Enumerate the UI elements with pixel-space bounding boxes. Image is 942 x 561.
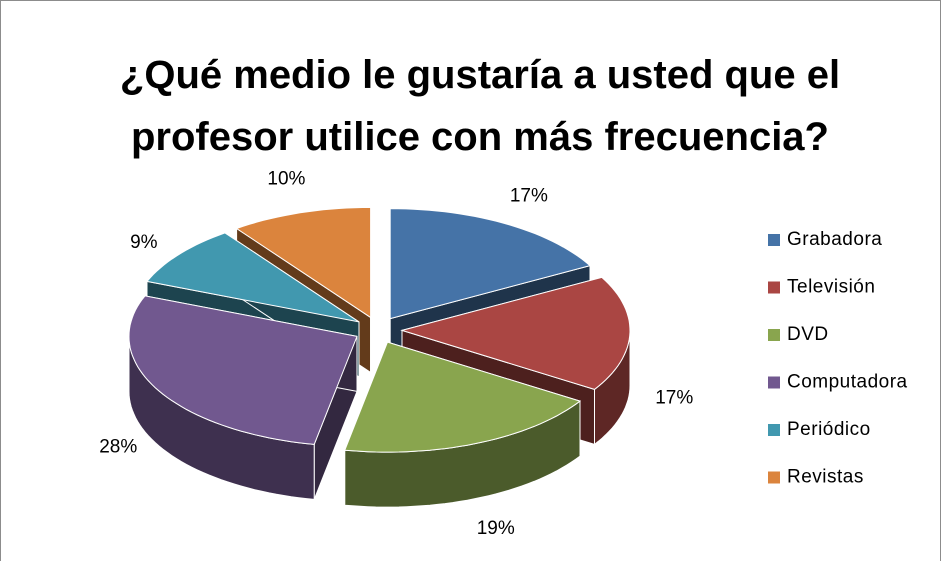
legend-swatch	[768, 376, 780, 389]
legend-swatch	[768, 234, 780, 246]
data-label: 19%	[477, 518, 515, 539]
data-label: 17%	[510, 186, 548, 207]
slice-top	[400, 276, 631, 390]
legend-label: Computadora	[787, 372, 908, 393]
legend-swatch	[768, 329, 780, 341]
slice-top	[235, 206, 372, 319]
legend-label: Grabadora	[787, 229, 882, 250]
data-label: 17%	[655, 387, 693, 408]
pie-slice	[128, 295, 358, 500]
legend-swatch	[768, 471, 780, 484]
legend-label: Periódico	[787, 419, 871, 440]
legend-label: Televisión	[787, 277, 875, 298]
slice-top	[344, 341, 582, 453]
data-label: 28%	[99, 437, 137, 458]
slice-top	[128, 295, 358, 445]
data-label: 9%	[130, 232, 158, 253]
data-label: 10%	[267, 169, 305, 190]
legend-swatch	[768, 424, 780, 436]
slice-top	[389, 208, 592, 320]
legend-label: Revistas	[787, 467, 864, 488]
legend-swatch	[768, 281, 780, 294]
slice-top	[146, 232, 360, 323]
legend-label: DVD	[787, 324, 829, 345]
pie-slice	[344, 341, 582, 508]
